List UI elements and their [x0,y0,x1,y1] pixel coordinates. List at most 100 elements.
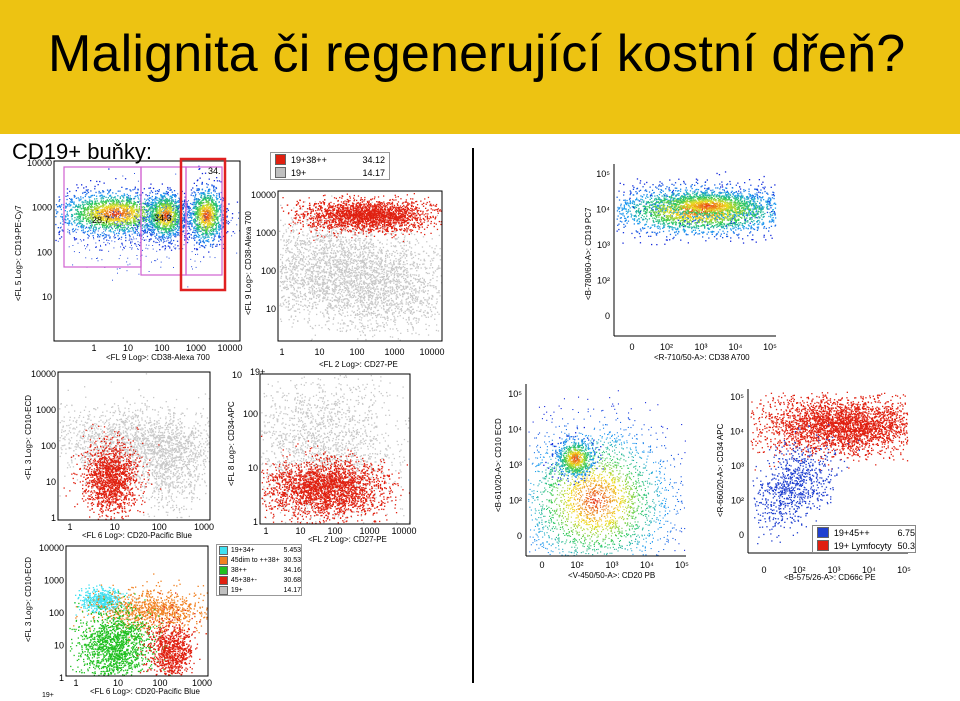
event-dot [199,246,201,248]
event-dot [101,214,103,216]
event-dot [206,213,208,215]
event-dot [218,201,220,203]
event-dot [82,211,84,213]
event-dot [311,289,313,291]
event-dot [168,211,170,213]
event-dot [166,224,168,227]
event-dot [190,234,192,236]
event-dot [135,244,137,246]
plot-b-area [279,193,443,342]
event-dot [348,249,350,252]
event-dot [131,233,133,235]
event-dot [122,222,124,224]
event-dot [97,234,100,236]
event-dot [137,241,139,243]
event-dot [98,219,100,221]
event-dot [138,215,140,217]
event-dot [101,213,103,215]
event-dot [155,204,157,206]
event-dot [147,213,149,215]
event-dot [207,190,209,192]
event-dot [105,208,107,210]
event-dot [145,194,147,196]
event-dot [367,324,369,327]
event-dot [303,256,305,258]
event-dot [111,227,113,229]
event-dot [325,299,327,301]
event-dot [146,230,149,232]
event-dot [76,213,78,215]
event-dot [73,220,75,223]
event-dot [164,236,165,238]
event-dot [204,229,206,231]
event-dot [121,205,123,207]
event-dot [159,236,161,238]
event-dot [166,205,168,207]
event-dot [139,233,141,235]
event-dot [121,243,123,245]
event-dot [131,207,133,209]
event-dot [363,287,365,290]
event-dot [163,239,165,241]
event-dot [90,220,92,222]
event-dot [362,253,364,256]
event-dot [162,218,164,220]
event-dot [359,316,361,318]
event-dot [144,216,147,218]
event-dot [332,244,334,246]
event-dot [152,216,154,218]
event-dot [151,232,153,234]
event-dot [405,249,407,252]
event-dot [109,230,111,232]
event-dot [322,241,324,243]
event-dot [87,211,89,213]
event-dot [143,206,145,208]
event-dot [331,229,333,231]
event-dot [131,244,132,246]
event-dot [139,216,141,218]
event-dot [386,264,388,266]
event-dot [196,189,198,192]
event-dot [97,212,99,214]
event-dot [101,218,104,220]
event-dot [136,233,138,235]
event-dot [60,226,62,228]
event-dot [178,201,181,203]
event-dot [121,186,123,188]
event-dot [295,315,297,317]
event-dot [176,219,178,221]
event-dot [209,205,211,207]
event-dot [104,224,106,227]
event-dot [80,198,82,200]
event-dot [205,220,207,222]
event-dot [195,204,197,206]
event-dot [319,262,321,264]
event-dot [186,223,189,225]
event-dot [156,224,159,226]
event-dot [72,245,74,246]
event-dot [182,207,184,209]
event-dot [102,204,105,206]
event-dot [107,214,109,216]
event-dot [90,229,92,231]
event-dot [73,202,75,205]
event-dot [198,165,200,167]
event-dot [175,203,177,205]
event-dot [121,194,123,197]
event-dot [132,209,134,211]
event-dot [131,247,133,249]
event-dot [115,200,117,202]
event-dot [104,207,106,209]
event-dot [300,242,302,244]
event-dot [295,303,298,305]
event-dot [147,229,150,231]
event-dot [141,206,143,208]
event-dot [215,223,217,225]
plot-a-frame [53,160,241,342]
event-dot [203,201,205,204]
event-dot [325,290,327,292]
event-dot [85,214,87,216]
event-dot [72,201,74,203]
event-dot [197,215,199,217]
event-dot [65,202,67,204]
